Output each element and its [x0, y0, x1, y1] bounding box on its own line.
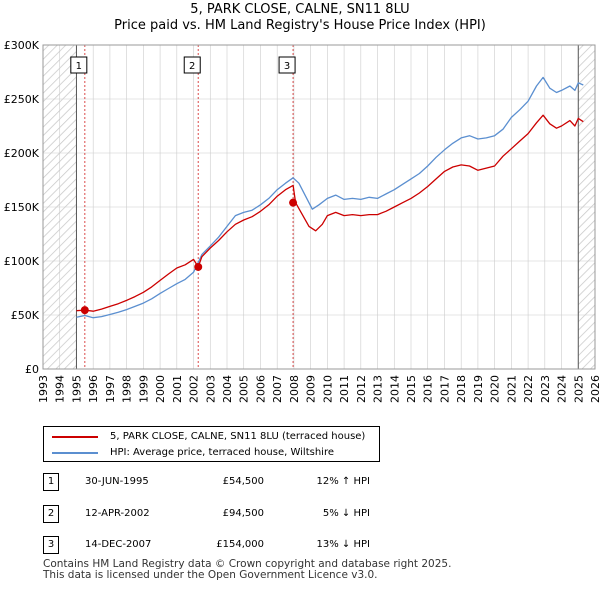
x-tick-label: 2024: [556, 375, 569, 403]
footer-copyright: Contains HM Land Registry data © Crown c…: [43, 559, 451, 581]
sale-point-1: [80, 306, 89, 315]
transaction-row-1: 1 30-JUN-1995 £54,500 12% ↑ HPI: [0, 473, 600, 493]
transaction-hpi-diff: 5% ↓ HPI: [322, 508, 370, 519]
transaction-row-3: 3 14-DEC-2007 £154,000 13% ↓ HPI: [0, 536, 600, 556]
hpi-line: [76, 76, 584, 319]
x-tick-label: 2023: [539, 375, 552, 403]
y-tick-label: £200K: [4, 147, 40, 160]
y-tick-label: £100K: [4, 255, 40, 268]
price-chart: 1 2 3 £0 £50K £100K £150K £200K £250K £300K 1993 19…: [4, 39, 600, 403]
legend-item-price-paid: 5, PARK CLOSE, CALNE, SN11 8LU (terraced…: [52, 429, 372, 445]
x-tick-label: 2002: [188, 375, 201, 403]
transaction-hpi-diff: 12% ↑ HPI: [316, 476, 370, 487]
x-tick-label: 1995: [70, 375, 83, 403]
transaction-price: £154,000: [216, 539, 264, 550]
y-tick-label: £250K: [4, 93, 40, 106]
plot-frame: [42, 44, 596, 370]
footer-line-2: This data is licensed under the Open Gov…: [43, 569, 378, 581]
x-tick-label: 2016: [422, 375, 435, 403]
x-tick-label: 1993: [37, 375, 50, 403]
x-tick-label: 2025: [572, 375, 585, 403]
transaction-date: 12-APR-2002: [85, 508, 150, 519]
x-tick-label: 1998: [121, 375, 134, 403]
x-tick-label: 2019: [472, 375, 485, 403]
x-tick-label: 2022: [522, 375, 535, 403]
y-tick-label: £0: [25, 363, 39, 376]
x-tick-label: 2026: [589, 375, 600, 403]
x-tick-label: 1994: [54, 375, 67, 403]
x-tick-label: 2004: [221, 375, 234, 403]
x-tick-label: 2009: [305, 375, 318, 403]
transaction-price: £94,500: [222, 508, 264, 519]
y-tick-label: £300K: [4, 39, 40, 52]
transaction-marker: 3: [43, 536, 59, 554]
chart-subtitle: Price paid vs. HM Land Registry's House …: [114, 18, 486, 33]
x-tick-label: 1997: [104, 375, 117, 403]
sale-marker-box-3: [278, 56, 296, 74]
legend-swatch-hpi: [52, 452, 98, 454]
x-tick-label: 2011: [338, 375, 351, 403]
legend-swatch-price-paid: [52, 436, 98, 438]
x-tick-label: 2005: [238, 375, 251, 403]
x-tick-label: 2012: [355, 375, 368, 403]
x-tick-label: 2017: [438, 375, 451, 403]
x-tick-label: 2014: [388, 375, 401, 403]
y-tick-label: £150K: [4, 201, 40, 214]
legend-label-hpi: HPI: Average price, terraced house, Wilt…: [110, 447, 334, 458]
transaction-date: 30-JUN-1995: [85, 476, 149, 487]
x-tick-label: 2013: [372, 375, 385, 403]
transaction-row-2: 2 12-APR-2002 £94,500 5% ↓ HPI: [0, 505, 600, 525]
chart-title: 5, PARK CLOSE, CALNE, SN11 8LU: [190, 2, 410, 17]
footer-line-1: Contains HM Land Registry data © Crown c…: [43, 558, 452, 570]
sale-marker-box-2: [183, 56, 201, 74]
transaction-date: 14-DEC-2007: [85, 539, 152, 550]
sale-point-2: [194, 262, 203, 271]
x-tick-label: 1999: [137, 375, 150, 403]
legend: 5, PARK CLOSE, CALNE, SN11 8LU (terraced…: [43, 426, 380, 462]
x-tick-label: 2021: [505, 375, 518, 403]
y-tick-label: £50K: [11, 309, 40, 322]
sale-marker-label-3: 3: [284, 61, 290, 72]
transaction-hpi-diff: 13% ↓ HPI: [316, 539, 370, 550]
transaction-marker: 1: [43, 473, 59, 491]
price-paid-line: [76, 114, 584, 312]
transaction-marker: 2: [43, 505, 59, 523]
sale-marker-box-1: [70, 56, 88, 74]
x-tick-label: 2010: [321, 375, 334, 403]
x-tick-label: 2007: [271, 375, 284, 403]
x-tick-label: 2018: [455, 375, 468, 403]
x-tick-label: 1996: [87, 375, 100, 403]
x-tick-label: 2015: [405, 375, 418, 403]
x-tick-label: 2003: [204, 375, 217, 403]
x-tick-label: 2000: [154, 375, 167, 403]
x-tick-label: 2006: [254, 375, 267, 403]
sale-marker-label-2: 2: [189, 61, 195, 72]
x-tick-label: 2001: [171, 375, 184, 403]
x-tick-label: 2008: [288, 375, 301, 403]
legend-label-price-paid: 5, PARK CLOSE, CALNE, SN11 8LU (terraced…: [110, 431, 366, 442]
x-tick-label: 2020: [489, 375, 502, 403]
legend-item-hpi: HPI: Average price, terraced house, Wilt…: [52, 445, 372, 461]
transaction-price: £54,500: [222, 476, 264, 487]
sale-marker-label-1: 1: [76, 61, 82, 72]
sale-point-3: [289, 198, 298, 207]
